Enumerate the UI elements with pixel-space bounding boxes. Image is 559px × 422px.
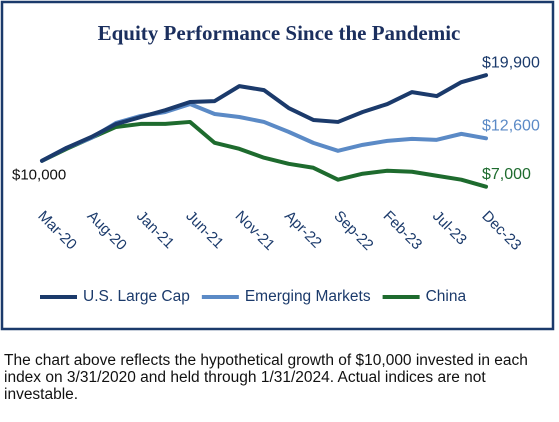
legend-label: Emerging Markets (245, 288, 371, 305)
series-line (40, 73, 488, 163)
legend-label: China (426, 288, 467, 305)
end-label: $19,900 (482, 54, 540, 71)
series-line (40, 119, 488, 189)
chart-frame (0, 0, 555, 331)
end-label: $12,600 (482, 118, 540, 135)
end-label: $7,000 (482, 166, 531, 183)
caption: The chart above reflects the hypothetica… (4, 352, 528, 403)
chart: Equity Performance Since the Pandemic Ma… (0, 0, 555, 331)
chart-title: Equity Performance Since the Pandemic (98, 21, 461, 45)
start-label: $10,000 (12, 167, 66, 184)
legend-label: U.S. Large Cap (83, 288, 190, 305)
